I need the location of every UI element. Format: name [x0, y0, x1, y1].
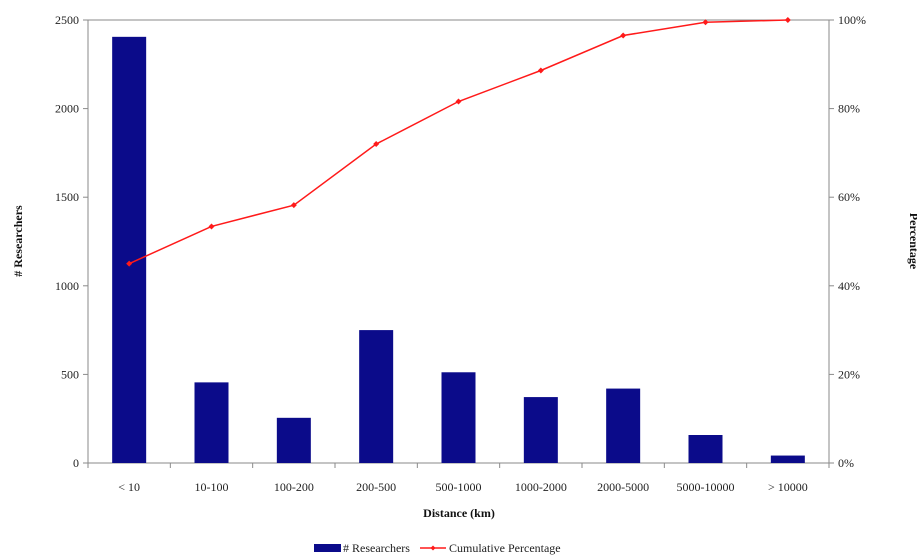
line-point: [208, 223, 215, 230]
y-tick-label: 2500: [55, 13, 79, 27]
x-tick-label: 5000-10000: [677, 480, 735, 494]
x-tick-label: 1000-2000: [515, 480, 567, 494]
line-point: [784, 17, 791, 23]
line-point: [537, 67, 544, 74]
legend-label-cumulative: Cumulative Percentage: [449, 541, 561, 555]
bar-series: [112, 36, 805, 464]
y2-tick-label: 20%: [838, 367, 860, 381]
x-tick-label: > 10000: [768, 480, 808, 494]
bar: [770, 455, 805, 463]
line-point: [620, 32, 627, 39]
y2-tick-label: 100%: [838, 13, 866, 27]
y2-axis-title: Percentage: [907, 213, 917, 270]
y-tick-label: 1500: [55, 190, 79, 204]
y-tick-label: 2000: [55, 102, 79, 116]
legend-swatch-researchers: [314, 544, 341, 552]
line-point: [455, 98, 462, 105]
legend: # Researchers Cumulative Percentage: [314, 541, 561, 555]
y2-tick-label: 40%: [838, 279, 860, 293]
x-tick-label: 10-100: [195, 480, 229, 494]
legend-swatch-cumulative-marker: [430, 545, 436, 551]
x-tick-label: 200-500: [356, 480, 396, 494]
bar: [276, 417, 311, 463]
line-point: [290, 202, 297, 209]
bar: [359, 330, 394, 463]
legend-label-researchers: # Researchers: [343, 541, 410, 555]
y-tick-label: 500: [61, 367, 79, 381]
x-axis-title: Distance (km): [423, 506, 495, 520]
bar: [523, 397, 558, 463]
y-axis-title: # Researchers: [11, 205, 25, 277]
x-tick-label: 2000-5000: [597, 480, 649, 494]
x-tick-label: 100-200: [274, 480, 314, 494]
right-axis: 0% 20% 40% 60% 80% 100%: [829, 13, 866, 470]
x-tick-label: 500-1000: [436, 480, 482, 494]
bar: [441, 372, 476, 463]
x-axis: < 10 10-100 100-200 200-500 500-1000 1000-200…: [87, 463, 830, 494]
bar: [688, 435, 723, 463]
y2-tick-label: 80%: [838, 102, 860, 116]
bar: [194, 382, 229, 463]
line-point: [126, 260, 133, 267]
y2-tick-label: 0%: [838, 456, 854, 470]
cumulative-line: [128, 19, 788, 265]
y2-tick-label: 60%: [838, 190, 860, 204]
left-axis: 0 500 1000 1500 2000 2500: [55, 13, 88, 470]
line-point: [373, 141, 380, 148]
y-tick-label: 0: [73, 456, 79, 470]
y-tick-label: 1000: [55, 279, 79, 293]
line-point: [702, 19, 709, 26]
x-tick-label: < 10: [118, 480, 140, 494]
bar: [606, 388, 641, 463]
line-series: [126, 17, 791, 267]
bar: [112, 36, 147, 464]
